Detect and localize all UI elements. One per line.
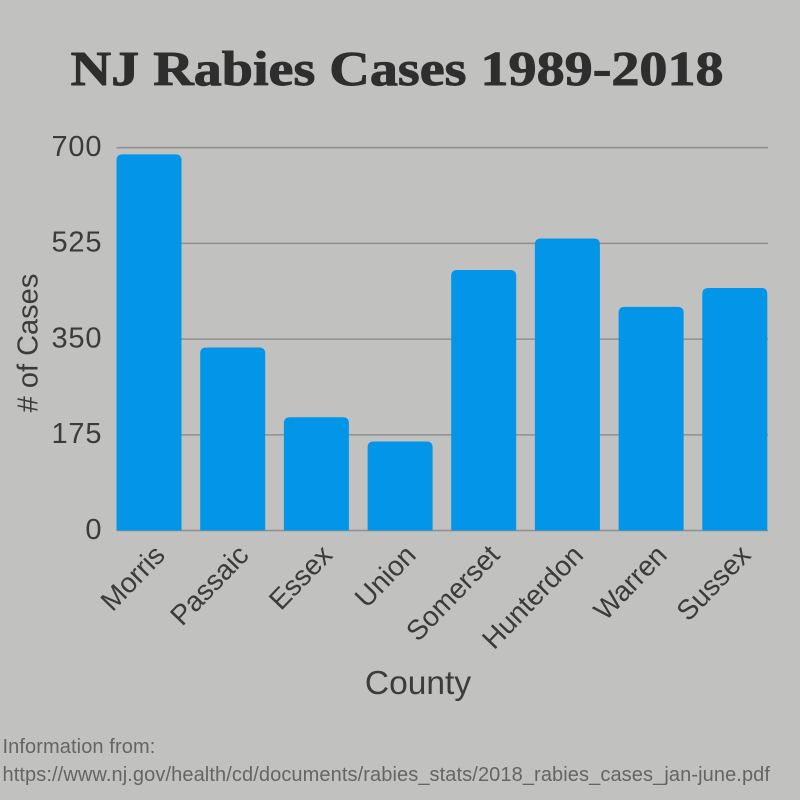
svg-text:Essex: Essex [263, 539, 338, 615]
svg-text:Sussex: Sussex [670, 539, 756, 627]
svg-text:0: 0 [85, 514, 102, 546]
svg-text:700: 700 [52, 131, 103, 163]
svg-text:350: 350 [52, 322, 103, 354]
svg-text:Union: Union [349, 539, 422, 613]
svg-text:NJ Rabies Cases 1989-2018: NJ Rabies Cases 1989-2018 [71, 43, 724, 96]
svg-text:175: 175 [52, 418, 103, 450]
svg-text:Warren: Warren [587, 539, 672, 626]
svg-text:Morris: Morris [94, 539, 170, 616]
svg-text:525: 525 [52, 227, 103, 259]
svg-text:County: County [365, 665, 471, 702]
svg-text:# of Cases: # of Cases [13, 274, 45, 413]
svg-text:Passaic: Passaic [164, 539, 254, 631]
